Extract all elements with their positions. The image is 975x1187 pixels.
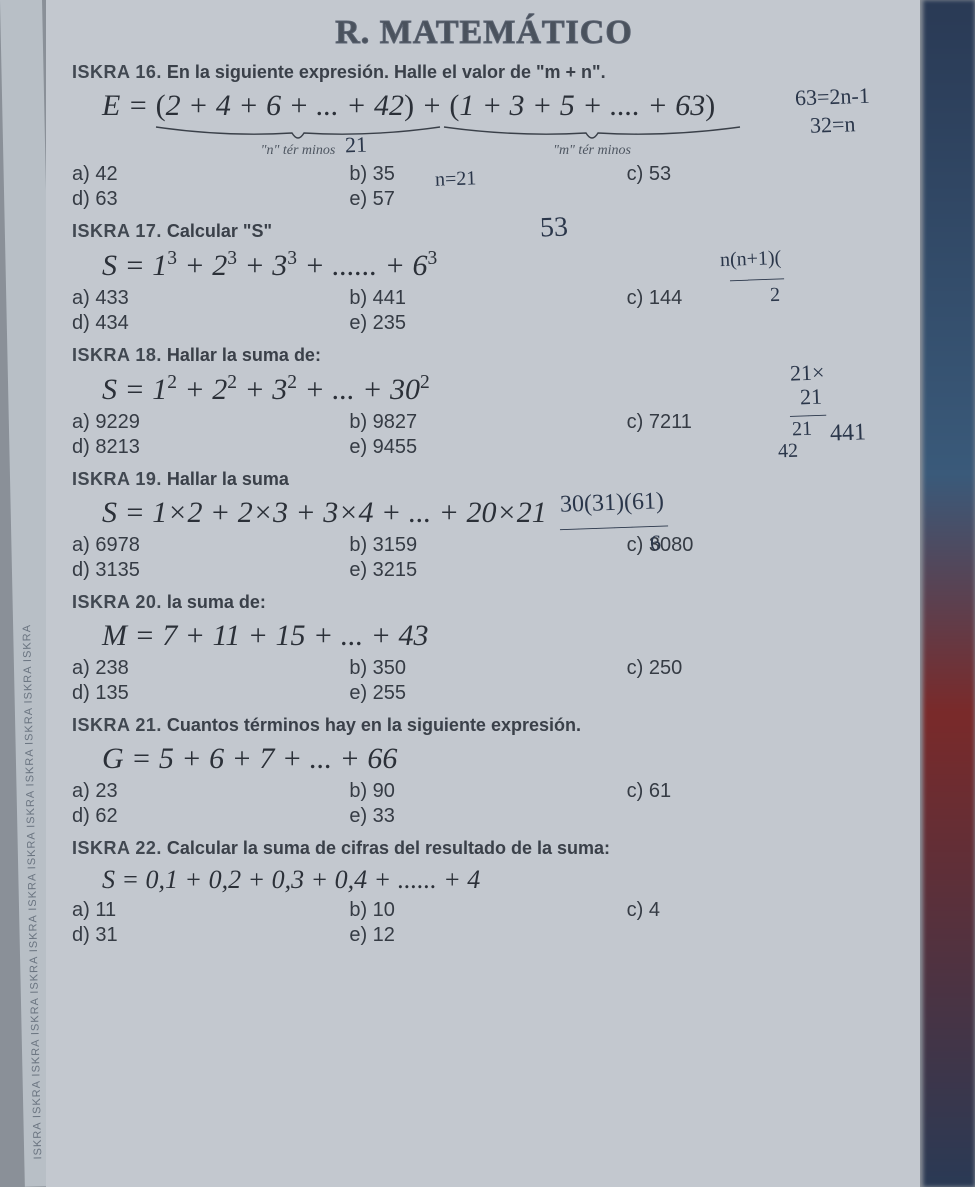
- option-d: d) 31: [72, 924, 341, 947]
- options-grid: a) 433 b) 441 c) 144 d) 434 e) 235: [72, 287, 896, 335]
- problems-container: ISKRA 16. En la siguiente expresión. Hal…: [72, 62, 896, 947]
- option-e: e) 9455: [349, 436, 618, 459]
- option-b: b) 9827: [349, 411, 618, 434]
- option-b: b) 350: [349, 657, 618, 680]
- option-e: e) 12: [349, 924, 618, 947]
- option-b: b) 441: [349, 287, 618, 310]
- problem-label: ISKRA 16. En la siguiente expresión. Hal…: [72, 62, 896, 83]
- page-title: R. MATEMÁTICO: [72, 14, 896, 52]
- options-grid: a) 9229 b) 9827 c) 7211 d) 8213 e) 9455: [72, 411, 896, 459]
- underbrace: "n" tér minos: [154, 125, 442, 159]
- problem-formula: S = 0,1 + 0,2 + 0,3 + 0,4 + ...... + 4: [102, 865, 896, 895]
- option-d: d) 135: [72, 682, 341, 705]
- problem-label: ISKRA 20. la suma de:: [72, 592, 896, 613]
- problem-formula: G = 5 + 6 + 7 + ... + 66: [102, 742, 896, 776]
- option-e: e) 33: [349, 805, 618, 828]
- options-grid: a) 23 b) 90 c) 61 d) 62 e) 33: [72, 780, 896, 828]
- problem-label: ISKRA 19. Hallar la suma: [72, 469, 896, 490]
- problem-label: ISKRA 18. Hallar la suma de:: [72, 345, 896, 366]
- problem-block: ISKRA 22. Calcular la suma de cifras del…: [72, 838, 896, 947]
- problem-block: ISKRA 16. En la siguiente expresión. Hal…: [72, 62, 896, 211]
- option-d: d) 3135: [72, 559, 341, 582]
- option-e: e) 255: [349, 682, 618, 705]
- problem-block: ISKRA 19. Hallar la suma S = 1×2 + 2×3 + …: [72, 469, 896, 582]
- problem-formula: E = (2 + 4 + 6 + ... + 42) + (1 + 3 + 5 …: [102, 89, 896, 123]
- option-a: a) 9229: [72, 411, 341, 434]
- underbrace-row: "n" tér minos"m" tér minos: [154, 125, 896, 159]
- option-c: c) 144: [627, 287, 896, 310]
- option-c: c) 250: [627, 657, 896, 680]
- problem-formula: S = 1×2 + 2×3 + 3×4 + ... + 20×21: [102, 496, 896, 530]
- option-b: b) 90: [349, 780, 618, 803]
- option-c: c) 4: [627, 899, 896, 922]
- options-grid: a) 238 b) 350 c) 250 d) 135 e) 255: [72, 657, 896, 705]
- problem-formula: S = 13 + 23 + 33 + ...... + 63: [102, 248, 896, 283]
- problem-block: ISKRA 21. Cuantos términos hay en la sig…: [72, 715, 896, 828]
- option-a: a) 433: [72, 287, 341, 310]
- option-e: e) 3215: [349, 559, 618, 582]
- option-d: d) 63: [72, 188, 341, 211]
- option-e: e) 57: [349, 188, 618, 211]
- problem-label: ISKRA 17. Calcular "S": [72, 221, 896, 242]
- option-a: a) 23: [72, 780, 341, 803]
- option-a: a) 42: [72, 163, 341, 186]
- option-c: c) 7211: [627, 411, 896, 434]
- option-e: e) 235: [349, 312, 618, 335]
- problem-label: ISKRA 21. Cuantos términos hay en la sig…: [72, 715, 896, 736]
- option-b: b) 35: [349, 163, 618, 186]
- option-b: b) 3159: [349, 534, 618, 557]
- problem-block: ISKRA 20. la suma de: M = 7 + 11 + 15 + .…: [72, 592, 896, 705]
- underbrace: "m" tér minos: [442, 125, 742, 159]
- option-c: c) 53: [627, 163, 896, 186]
- problem-formula: M = 7 + 11 + 15 + ... + 43: [102, 619, 896, 653]
- option-c: c) 3080: [627, 534, 896, 557]
- problem-block: ISKRA 18. Hallar la suma de: S = 12 + 22 …: [72, 345, 896, 459]
- problem-label: ISKRA 22. Calcular la suma de cifras del…: [72, 838, 896, 859]
- watermark-text: ISKRA ISKRA ISKRA ISKRA ISKRA ISKRA ISKR…: [21, 624, 44, 1160]
- options-grid: a) 42 b) 35 c) 53 d) 63 e) 57: [72, 163, 896, 211]
- worksheet-page: R. MATEMÁTICO ISKRA 16. En la siguiente …: [46, 0, 920, 1187]
- option-a: a) 11: [72, 899, 341, 922]
- option-c: c) 61: [627, 780, 896, 803]
- option-d: d) 62: [72, 805, 341, 828]
- background-fabric: [923, 0, 975, 1187]
- options-grid: a) 6978 b) 3159 c) 3080 d) 3135 e) 3215: [72, 534, 896, 582]
- option-d: d) 8213: [72, 436, 341, 459]
- option-a: a) 6978: [72, 534, 341, 557]
- problem-block: ISKRA 17. Calcular "S" S = 13 + 23 + 33 +…: [72, 221, 896, 335]
- option-a: a) 238: [72, 657, 341, 680]
- options-grid: a) 11 b) 10 c) 4 d) 31 e) 12: [72, 899, 896, 947]
- option-b: b) 10: [349, 899, 618, 922]
- problem-formula: S = 12 + 22 + 32 + ... + 302: [102, 372, 896, 407]
- option-d: d) 434: [72, 312, 341, 335]
